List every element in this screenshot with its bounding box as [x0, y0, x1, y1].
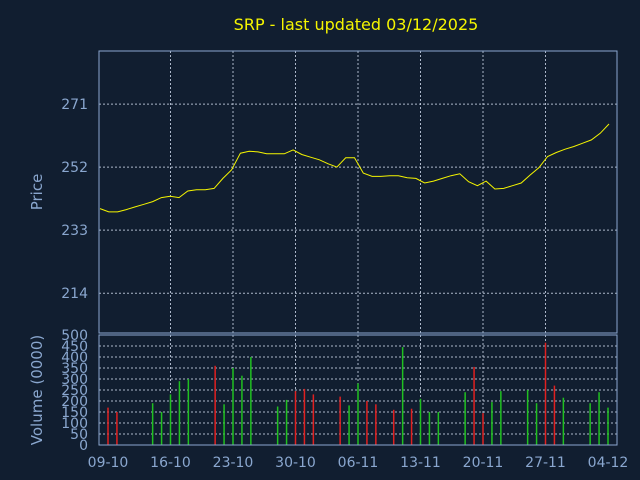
volume-tick-label: 150 [61, 405, 88, 421]
date-tick-label: 23-10 [213, 455, 254, 471]
date-tick-label: 13-11 [400, 455, 441, 471]
volume-plot-frame [98, 334, 618, 446]
price-tick-label: 233 [61, 223, 88, 239]
price-tick-label: 271 [61, 97, 88, 113]
volume-tick-label: 200 [61, 394, 88, 410]
price-axis-label: Price [28, 174, 46, 211]
volume-tick-label: 400 [61, 350, 88, 366]
date-tick-label: 16-10 [150, 455, 191, 471]
volume-axis-label: Volume (0000) [28, 335, 46, 445]
volume-tick-label: 500 [61, 328, 88, 344]
price-gridlines [99, 51, 617, 333]
volume-tick-label: 250 [61, 383, 88, 399]
date-tick-labels: 09-10 16-10 23-10 30-10 06-11 13-11 20-11 27-11… [88, 455, 629, 471]
volume-tick-label: 0 [79, 438, 88, 454]
date-tick-label: 20-11 [463, 455, 504, 471]
price-plot-frame [98, 50, 618, 334]
price-tick-label: 214 [61, 286, 88, 302]
date-tick-label: 04-12 [588, 455, 629, 471]
price-series-line [99, 123, 610, 213]
volume-tick-label: 350 [61, 361, 88, 377]
date-tick-label: 27-11 [525, 455, 566, 471]
date-tick-label: 30-10 [275, 455, 316, 471]
price-tick-label: 252 [61, 160, 88, 176]
price-tick-labels: 214 233 252 271 [61, 97, 88, 302]
date-tick-label: 09-10 [88, 455, 129, 471]
volume-bars [107, 342, 609, 445]
date-tick-label: 06-11 [338, 455, 379, 471]
volume-tick-label: 450 [61, 339, 88, 355]
volume-tick-label: 50 [70, 427, 88, 443]
volume-tick-label: 100 [61, 416, 88, 432]
chart-title: SRP - last updated 03/12/2025 [234, 15, 479, 34]
volume-tick-label: 300 [61, 372, 88, 388]
